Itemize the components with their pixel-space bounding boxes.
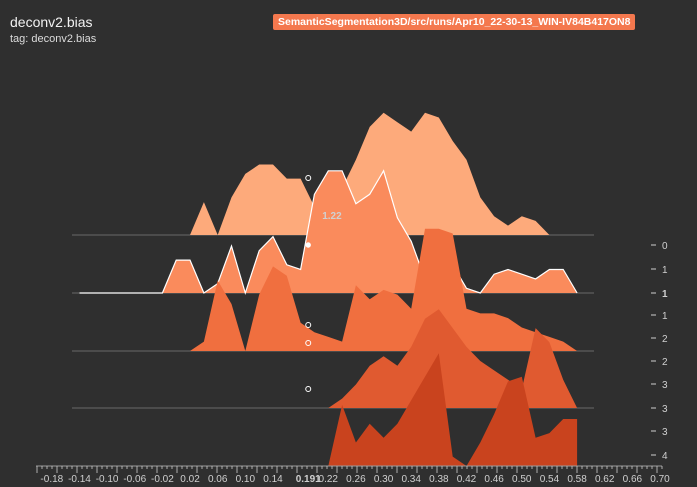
x-tick-label: -0.18 [40, 474, 63, 485]
chart-tag: tag: deconv2.bias [10, 33, 97, 45]
step-axis: 0 1 1 1 2 2 3 3 3 4 [651, 241, 668, 462]
x-tick-label: -0.14 [68, 474, 91, 485]
highlighted-step-outline [79, 169, 578, 296]
step-label: 3 [662, 380, 668, 391]
hover-point [305, 386, 312, 392]
x-tick-label: 0.02 [180, 474, 200, 485]
step-label: 2 [662, 334, 668, 345]
x-tick-label: -0.02 [151, 474, 174, 485]
x-tick-label: -0.06 [123, 474, 146, 485]
histogram-area-2 [190, 228, 578, 351]
step-label: 4 [662, 451, 668, 462]
x-tick-label: 0.26 [346, 474, 366, 485]
x-tick-label: 0.42 [457, 474, 477, 485]
x-tick-label: 0.70 [650, 474, 670, 485]
hover-point [305, 322, 312, 328]
hover-point [305, 340, 312, 346]
x-tick-label: 0.58 [567, 474, 587, 485]
x-tick-label: 0.38 [429, 474, 449, 485]
x-tick-label: -0.10 [96, 474, 119, 485]
step-label: 2 [662, 357, 668, 368]
x-tick-label: 0.62 [595, 474, 615, 485]
histogram-area-1 [79, 170, 578, 293]
x-tick-label: 0.22 [319, 474, 339, 485]
x-tick-label: 0.14 [263, 474, 283, 485]
hover-layer: 1.22 [305, 175, 342, 392]
step-label: 1 [662, 311, 668, 322]
histogram-area-3 [328, 309, 578, 408]
x-tick-label: 0.46 [484, 474, 504, 485]
run-badge[interactable]: SemanticSegmentation3D/src/runs/Apr10_22… [273, 14, 636, 30]
step-label: 3 [662, 427, 668, 438]
step-label: 1 [662, 265, 668, 276]
x-tick-label: 0.10 [236, 474, 256, 485]
x-tick-label: 0.191 [296, 474, 321, 485]
x-tick-label: 0.30 [374, 474, 394, 485]
x-tick-label: 0.54 [540, 474, 560, 485]
histogram-areas [79, 112, 578, 466]
hover-value: 1.22 [322, 211, 342, 222]
step-label: 1 [662, 289, 668, 300]
step-label: 3 [662, 404, 668, 415]
hover-point [305, 242, 311, 248]
x-tick-label: 0.66 [623, 474, 643, 485]
step-label: 0 [662, 241, 668, 252]
chart-title: deconv2.bias [10, 14, 93, 30]
x-axis: -0.18 -0.14 -0.10 -0.06 -0.02 0.02 0.06 0.10 0.1… [36, 465, 670, 485]
hover-point [305, 175, 312, 181]
x-tick-label: 0.34 [401, 474, 421, 485]
x-tick-label: 0.06 [208, 474, 228, 485]
x-tick-label: 0.50 [512, 474, 532, 485]
histogram-area-4 [328, 353, 578, 466]
